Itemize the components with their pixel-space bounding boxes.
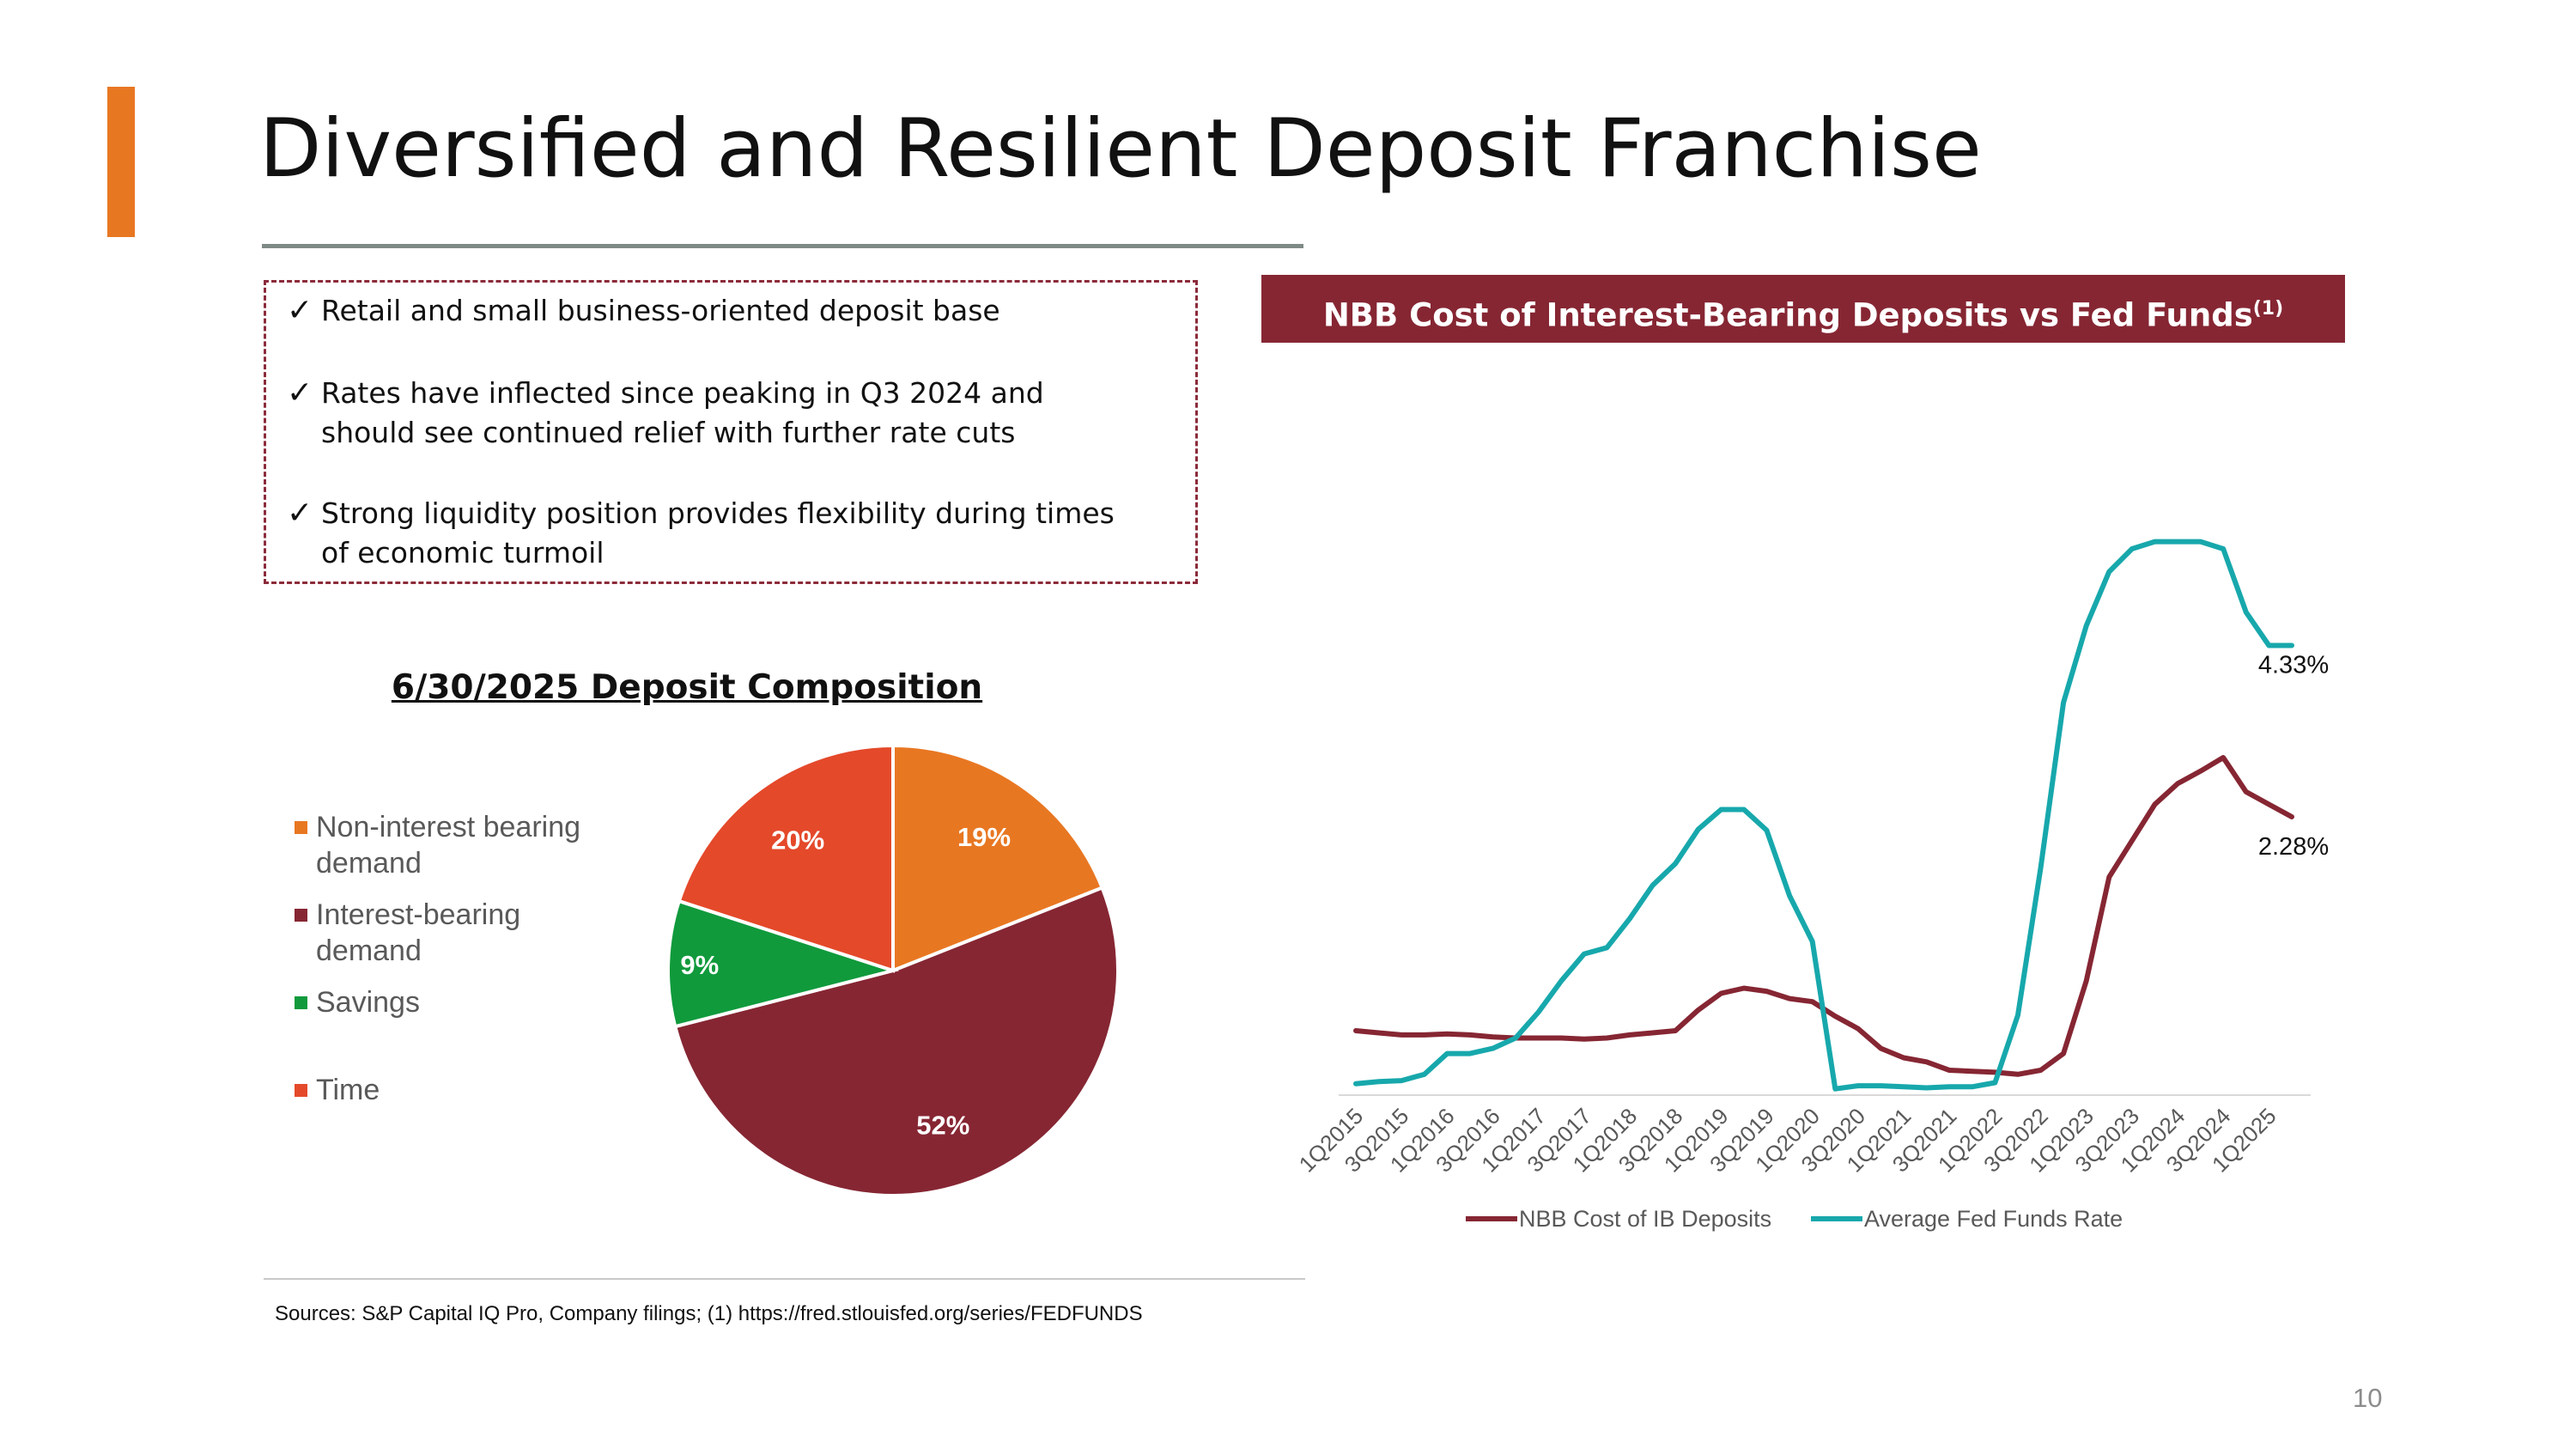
pie-data-label: 9%: [680, 950, 719, 980]
pie-data-label: 20%: [771, 825, 824, 855]
pie-slice: [672, 885, 1120, 1197]
pie-slice: [891, 743, 1105, 973]
pie-slice: [677, 743, 895, 973]
bullet-text: Rates have inflected since peaking in Q3…: [321, 376, 1044, 449]
pie-data-label: 19%: [957, 822, 1011, 852]
legend-label: Savings: [316, 986, 420, 1019]
series-end-label: 2.28%: [2258, 833, 2329, 861]
title-footnote: (1): [2252, 298, 2284, 320]
legend-swatch: [295, 821, 307, 834]
deposit-cost-vs-fed-funds-line-chart: 2.28%4.33%1Q20153Q20151Q20163Q20161Q2017…: [1294, 539, 2329, 1232]
checkmark-icon: ✓: [287, 375, 313, 411]
series-end-label: 4.33%: [2258, 651, 2329, 679]
sources-note: Sources: S&P Capital IQ Pro, Company fil…: [275, 1302, 1143, 1325]
checkmark-icon: ✓: [287, 496, 313, 531]
bullet-item: ✓ Strong liquidity position provides fle…: [287, 494, 1145, 573]
pie-legend-item: Time: [295, 1072, 617, 1108]
deposit-composition-pie-chart: 19% 52% 9% 20%: [666, 743, 1120, 1197]
title-accent-bar: [107, 87, 135, 237]
pie-data-label: 52%: [916, 1110, 969, 1140]
bullet-text: Retail and small business-oriented depos…: [321, 294, 1000, 327]
legend-label: NBB Cost of IB Deposits: [1519, 1206, 1771, 1232]
series-line: [1353, 539, 2294, 1092]
pie-legend-item: Interest-bearing demand: [295, 897, 548, 969]
bullet-item: ✓ Retail and small business-oriented dep…: [287, 291, 1145, 331]
checkmark-icon: ✓: [287, 293, 313, 328]
pie-legend-item: Savings: [295, 984, 617, 1020]
bullet-text: Strong liquidity position provides flexi…: [321, 496, 1115, 569]
legend-label: Time: [316, 1074, 380, 1106]
key-points-box: ✓ Retail and small business-oriented dep…: [264, 280, 1198, 584]
pie-legend-item: Non-interest bearing demand: [295, 809, 617, 881]
legend-label: Interest-bearing demand: [316, 898, 521, 967]
legend-label: Non-interest bearing demand: [316, 811, 581, 880]
page-number: 10: [2353, 1383, 2383, 1413]
pie-slice: [666, 898, 900, 1029]
bullet-item: ✓ Rates have inflected since peaking in …: [287, 374, 1145, 453]
legend-swatch: [295, 1084, 307, 1097]
line-chart-title: NBB Cost of Interest-Bearing Deposits vs…: [1261, 275, 2345, 343]
title-divider: [262, 244, 1303, 248]
line-chart-title-text: NBB Cost of Interest-Bearing Deposits vs…: [1322, 296, 2253, 334]
legend-swatch: [295, 996, 307, 1009]
legend-swatch: [295, 909, 307, 922]
sources-divider: [264, 1278, 1305, 1280]
pie-chart-title: 6/30/2025 Deposit Composition: [391, 668, 983, 707]
legend-label: Average Fed Funds Rate: [1864, 1206, 2123, 1232]
slide-title: Diversified and Resilient Deposit Franch…: [259, 102, 1982, 196]
